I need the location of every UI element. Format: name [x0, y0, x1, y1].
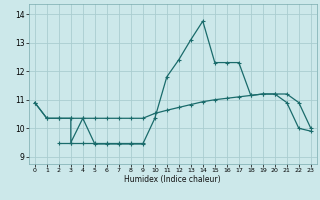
X-axis label: Humidex (Indice chaleur): Humidex (Indice chaleur) [124, 175, 221, 184]
